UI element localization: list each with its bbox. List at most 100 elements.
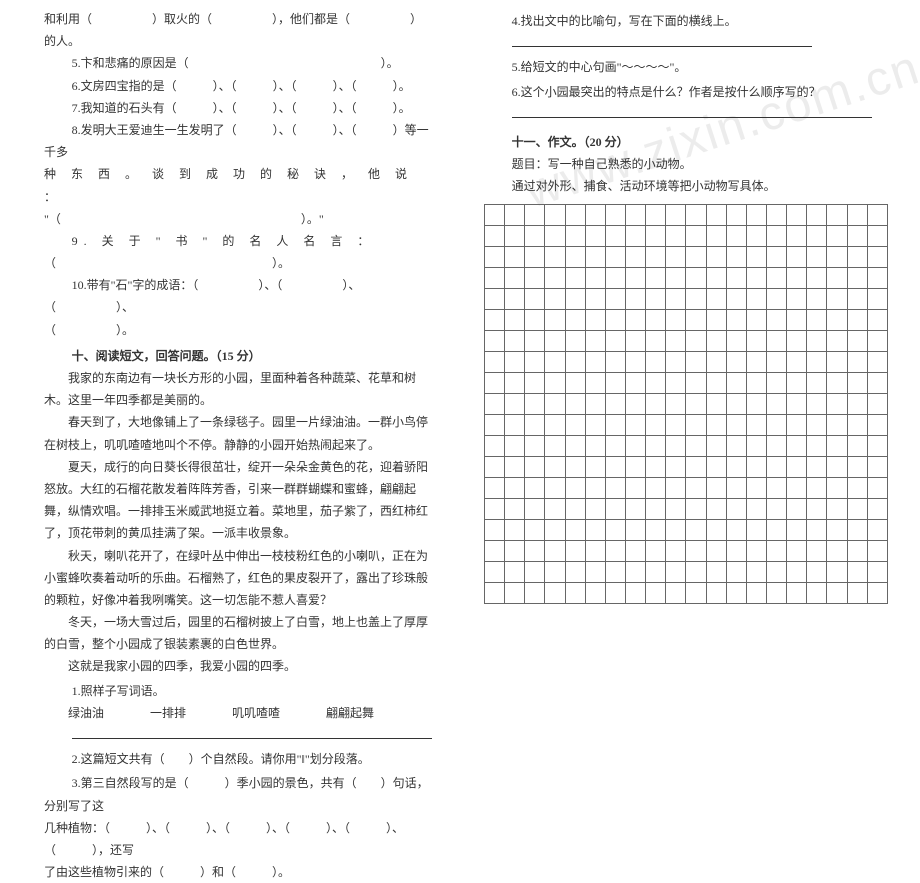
- grid-cell: [545, 414, 565, 435]
- grid-cell: [807, 414, 827, 435]
- grid-cell: [525, 456, 545, 477]
- grid-cell: [525, 372, 545, 393]
- grid-cell: [666, 519, 686, 540]
- grid-cell: [766, 204, 786, 225]
- grid-cell: [505, 456, 525, 477]
- grid-cell: [686, 519, 706, 540]
- sample-word-4: 翩翩起舞: [326, 702, 374, 724]
- grid-cell: [485, 393, 505, 414]
- grid-cell: [585, 561, 605, 582]
- line-cont-1: 和利用（ ）取火的（ ），他们都是（ ）: [44, 8, 436, 30]
- grid-cell: [706, 561, 726, 582]
- grid-cell: [746, 561, 766, 582]
- grid-cell: [605, 204, 625, 225]
- grid-cell: [807, 456, 827, 477]
- q8b: 种 东 西 。 谈 到 成 功 的 秘 诀 ， 他 说 ：: [44, 163, 436, 207]
- grid-cell: [867, 582, 887, 603]
- grid-cell: [485, 309, 505, 330]
- grid-cell: [686, 309, 706, 330]
- grid-cell: [525, 330, 545, 351]
- grid-cell: [666, 435, 686, 456]
- grid-cell: [807, 372, 827, 393]
- grid-cell: [625, 267, 645, 288]
- grid-cell: [706, 225, 726, 246]
- grid-cell: [505, 414, 525, 435]
- grid-cell: [847, 246, 867, 267]
- grid-cell: [706, 435, 726, 456]
- grid-cell: [585, 372, 605, 393]
- grid-cell: [485, 246, 505, 267]
- grid-cell: [666, 204, 686, 225]
- reading-q6: 6.这个小园最突出的特点是什么？作者是按什么顺序写的？: [484, 81, 888, 103]
- grid-cell: [525, 288, 545, 309]
- grid-cell: [827, 393, 847, 414]
- grid-cell: [746, 246, 766, 267]
- grid-cell: [706, 477, 726, 498]
- grid-cell: [807, 498, 827, 519]
- grid-cell: [706, 456, 726, 477]
- grid-cell: [807, 519, 827, 540]
- grid-cell: [706, 309, 726, 330]
- grid-cell: [847, 540, 867, 561]
- grid-cell: [847, 456, 867, 477]
- grid-cell: [485, 540, 505, 561]
- grid-cell: [485, 414, 505, 435]
- grid-cell: [605, 267, 625, 288]
- grid-cell: [565, 309, 585, 330]
- grid-cell: [726, 267, 746, 288]
- grid-cell: [746, 351, 766, 372]
- grid-cell: [827, 498, 847, 519]
- grid-cell: [525, 309, 545, 330]
- grid-cell: [565, 519, 585, 540]
- grid-cell: [505, 477, 525, 498]
- grid-cell: [847, 498, 867, 519]
- grid-cell: [766, 561, 786, 582]
- grid-cell: [807, 225, 827, 246]
- grid-cell: [827, 372, 847, 393]
- grid-cell: [726, 561, 746, 582]
- grid-cell: [766, 246, 786, 267]
- grid-cell: [726, 330, 746, 351]
- grid-cell: [827, 435, 847, 456]
- grid-cell: [625, 351, 645, 372]
- grid-cell: [686, 498, 706, 519]
- grid-cell: [625, 498, 645, 519]
- grid-cell: [485, 477, 505, 498]
- grid-cell: [505, 582, 525, 603]
- grid-cell: [706, 351, 726, 372]
- grid-cell: [827, 330, 847, 351]
- grid-cell: [485, 225, 505, 246]
- grid-cell: [625, 246, 645, 267]
- grid-cell: [485, 351, 505, 372]
- grid-cell: [787, 498, 807, 519]
- grid-cell: [545, 246, 565, 267]
- grid-cell: [686, 351, 706, 372]
- grid-cell: [646, 582, 666, 603]
- grid-cell: [787, 288, 807, 309]
- grid-cell: [646, 267, 666, 288]
- grid-cell: [605, 540, 625, 561]
- grid-cell: [827, 477, 847, 498]
- grid-cell: [807, 582, 827, 603]
- grid-cell: [525, 582, 545, 603]
- grid-cell: [867, 414, 887, 435]
- grid-cell: [646, 435, 666, 456]
- grid-cell: [585, 582, 605, 603]
- grid-cell: [545, 351, 565, 372]
- grid-cell: [726, 477, 746, 498]
- grid-cell: [625, 309, 645, 330]
- grid-cell: [646, 519, 666, 540]
- grid-cell: [766, 582, 786, 603]
- grid-cell: [646, 498, 666, 519]
- grid-cell: [827, 561, 847, 582]
- grid-cell: [847, 477, 867, 498]
- grid-cell: [686, 540, 706, 561]
- grid-cell: [787, 309, 807, 330]
- grid-cell: [666, 477, 686, 498]
- grid-cell: [867, 477, 887, 498]
- grid-cell: [625, 477, 645, 498]
- grid-cell: [706, 372, 726, 393]
- grid-cell: [726, 582, 746, 603]
- reading-q2: 2.这篇短文共有（ ）个自然段。请你用"‖"划分段落。: [44, 748, 436, 770]
- sample-words-row: 绿油油 一排排 叽叽喳喳 翩翩起舞: [44, 702, 436, 724]
